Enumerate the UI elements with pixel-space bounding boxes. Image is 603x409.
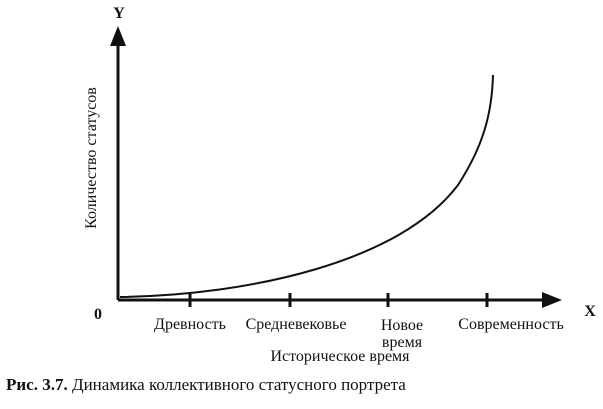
category: Новое время <box>380 317 424 351</box>
caption-number: Рис. 3.7. <box>6 375 68 394</box>
category: Древность <box>154 316 226 333</box>
category: Средневековье <box>245 316 347 333</box>
category: Современность <box>458 316 564 333</box>
origin: 0 <box>94 306 102 323</box>
caption-text: Динамика коллективного статусного портре… <box>71 375 406 394</box>
curve <box>119 74 494 298</box>
x-arrow <box>542 292 562 308</box>
x-ticks <box>188 293 489 307</box>
y-arrow <box>110 26 126 46</box>
y-letter: Y <box>113 5 125 22</box>
x-label: Историческое время <box>270 348 410 365</box>
caption: Рис. 3.7. Динамика коллективного статусн… <box>6 375 406 395</box>
x-letter: X <box>584 303 596 320</box>
y-label: Количество статусов <box>83 87 100 229</box>
